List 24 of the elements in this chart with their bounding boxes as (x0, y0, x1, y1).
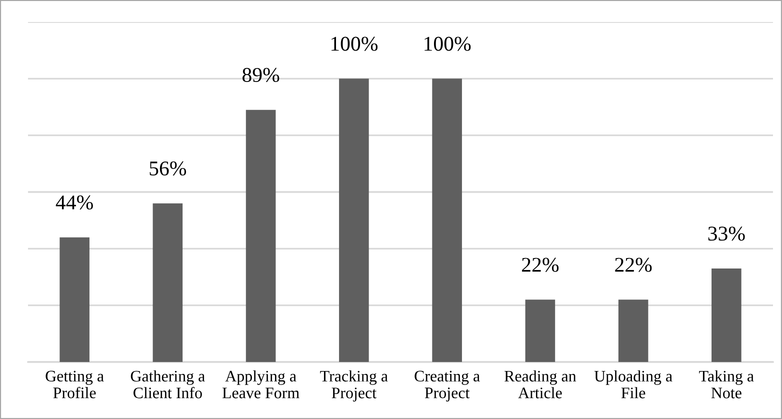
data-label: 89% (242, 68, 280, 82)
x-tick-label: Getting a Profile (46, 370, 104, 398)
x-tick-label: Creating a Project (414, 370, 480, 402)
data-label: 33% (708, 226, 745, 241)
x-tick-label: Uploading a File (594, 370, 672, 398)
bar (525, 300, 556, 362)
data-label: 22% (522, 258, 559, 272)
bar (618, 300, 648, 362)
data-label: 56% (150, 161, 186, 176)
x-tick-label: Taking a Note (699, 370, 754, 398)
data-label: 22% (615, 258, 652, 272)
x-tick-label: Tracking a Project (320, 370, 388, 402)
x-tick-label: Gathering a Client Info (130, 370, 205, 398)
data-label: 100% (331, 36, 378, 51)
bar (432, 78, 462, 362)
bar (60, 237, 90, 362)
data-label: 100% (424, 36, 471, 51)
bar (152, 203, 183, 362)
bar (246, 110, 276, 362)
bar (712, 268, 742, 362)
bar (339, 78, 369, 362)
x-tick-label: Applying a Leave Form (222, 370, 300, 398)
data-label: 44% (56, 195, 93, 210)
x-tick-label: Reading an Article (504, 370, 576, 398)
